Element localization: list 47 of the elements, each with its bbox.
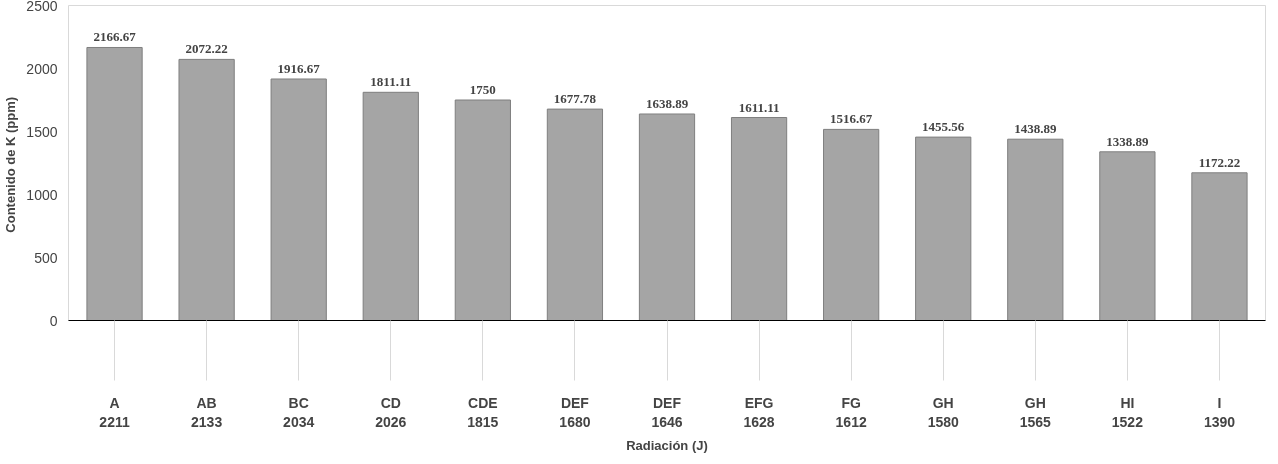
data-label: 1338.89	[1106, 133, 1150, 149]
data-label: 1172.22	[1198, 154, 1241, 170]
y-axis-title: Contenido de K (ppm)	[3, 96, 19, 233]
x-tick-label: GH 1565	[1019, 394, 1052, 430]
bar	[270, 78, 327, 321]
x-tick-label: EFG 1628	[743, 394, 775, 430]
bar	[178, 58, 235, 321]
bar	[823, 128, 880, 321]
data-label: 1677.78	[553, 91, 597, 107]
data-label: 1638.89	[645, 96, 689, 111]
data-label: 1611.11	[738, 99, 780, 115]
bar	[915, 136, 972, 321]
bar	[86, 47, 143, 321]
bar	[1191, 172, 1248, 321]
y-tick-label: 2000	[26, 60, 58, 77]
bar	[454, 99, 511, 321]
y-tick-label: 0	[49, 312, 58, 329]
data-label: 1438.89	[1014, 121, 1057, 137]
x-tick-label: BC 2034	[283, 394, 315, 430]
data-label: 1455.56	[922, 119, 965, 135]
x-axis-title: Radiación (J)	[626, 437, 708, 453]
x-tick-label: AB 2133	[191, 394, 223, 430]
x-tick-label: DEF 1646	[651, 394, 683, 430]
x-tick-label: I 1390	[1203, 394, 1236, 430]
bar	[1099, 151, 1156, 321]
data-label: 2072.22	[185, 41, 228, 57]
x-tick-label: FG 1612	[835, 394, 867, 430]
y-tick-label: 2500	[26, 0, 58, 14]
x-tick-label: A 2211	[99, 394, 130, 430]
y-tick-label: 1500	[26, 123, 58, 140]
y-tick-label: 1000	[26, 186, 58, 203]
x-tick-label: CDE 1815	[467, 394, 499, 430]
x-tick-label: DEF 1680	[559, 394, 591, 430]
bar	[638, 113, 696, 321]
data-label: 1916.67	[277, 61, 321, 76]
data-label: 1811.11	[370, 74, 412, 90]
bar	[1007, 138, 1064, 321]
x-tick-label: GH 1580	[927, 394, 960, 430]
x-tick-label: HI 1522	[1111, 394, 1144, 430]
bar	[730, 117, 788, 321]
bar	[546, 108, 604, 321]
data-label: 2166.67	[93, 29, 137, 45]
bar	[362, 91, 419, 321]
x-tick-label: CD 2026	[375, 394, 407, 430]
y-tick-label: 500	[34, 249, 58, 266]
data-label: 1750	[469, 82, 496, 97]
data-label: 1516.67	[830, 111, 873, 127]
